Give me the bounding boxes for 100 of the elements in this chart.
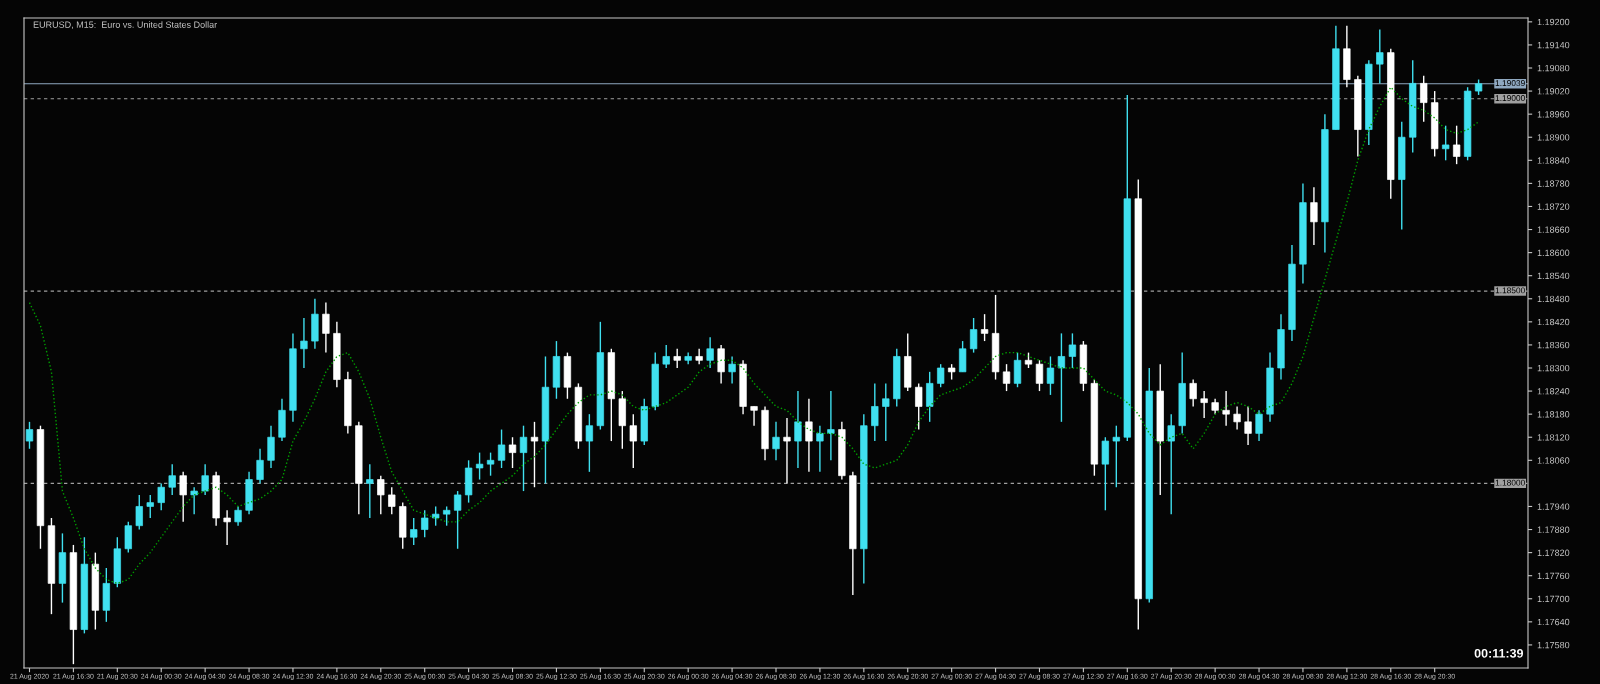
candlestick (662, 344, 670, 369)
ref-line-label: 1.19039 (1495, 80, 1525, 87)
y-tick-label: 1.18480 (1537, 295, 1570, 303)
y-tick-label: 1.18120 (1537, 434, 1570, 441)
candlestick (673, 348, 681, 369)
candlestick (1310, 186, 1318, 246)
y-tick-label: 1.18180 (1537, 411, 1570, 418)
y-tick-label: 1.17820 (1537, 549, 1570, 556)
y-tick-label: 1.18960 (1537, 111, 1570, 118)
candlestick (256, 448, 264, 485)
candlestick (146, 494, 154, 519)
candlestick (937, 363, 945, 388)
y-tick-label: 1.18900 (1537, 134, 1570, 141)
y-tick-label: 1.17940 (1537, 503, 1570, 510)
candlestick (443, 505, 451, 527)
y-tick-label: 1.18420 (1537, 318, 1570, 326)
candlestick (267, 424, 275, 469)
candlestick (300, 317, 308, 369)
candlestick (223, 509, 231, 546)
y-tick-label: 1.19020 (1537, 88, 1570, 95)
candlestick (530, 421, 539, 488)
candlestick (1046, 355, 1055, 396)
y-tick-label: 1.17640 (1537, 618, 1570, 626)
candlestick (432, 505, 440, 527)
y-tick-label: 1.17580 (1537, 641, 1570, 649)
candlestick (388, 486, 396, 515)
ref-line-label: 1.18000 (1495, 479, 1525, 486)
y-tick-label: 1.18600 (1537, 249, 1570, 256)
y-tick-label: 1.18240 (1537, 388, 1570, 395)
y-tick-label: 1.19140 (1537, 41, 1570, 49)
y-tick-label: 1.18300 (1537, 364, 1570, 372)
candlestick (827, 390, 835, 462)
candlestick (25, 421, 34, 450)
annotation: 00:11:39 (1474, 648, 1524, 658)
candlestick (190, 486, 198, 515)
candlestick (1233, 405, 1241, 431)
candlestick (1013, 351, 1022, 388)
candlestick (475, 451, 484, 481)
candlestick (1189, 378, 1197, 408)
candlestick (377, 474, 385, 515)
candlestick (1002, 363, 1011, 392)
candlestick (234, 505, 242, 527)
candlestick (750, 405, 758, 427)
y-tick-label: 1.19080 (1537, 64, 1570, 72)
candlestick (871, 382, 879, 442)
chart-title: EURUSD, M15: Euro vs. United States Dollar (33, 21, 217, 29)
candlestick (695, 348, 703, 365)
candlestick (1057, 332, 1066, 423)
candlestick (201, 463, 209, 496)
candlestick (497, 428, 506, 469)
candlestick (728, 355, 736, 385)
candlestick (717, 344, 725, 385)
ref-line-label: 1.19000 (1495, 95, 1525, 102)
candlestick (453, 490, 462, 550)
candlestick (1200, 390, 1208, 419)
candlestick (1112, 424, 1120, 488)
candlestick (179, 471, 187, 523)
candlestick (794, 390, 802, 469)
y-tick-label: 1.18540 (1537, 272, 1570, 280)
candlestick (783, 417, 791, 485)
candlestick (135, 494, 143, 531)
candlestick (958, 340, 967, 373)
candlestick (969, 317, 978, 354)
candlestick (410, 517, 418, 546)
y-tick-label: 1.17760 (1537, 572, 1570, 580)
y-tick-label: 1.17880 (1537, 526, 1570, 533)
candlestick (882, 382, 890, 442)
candlestick (157, 482, 165, 512)
candlestick (168, 463, 176, 496)
candlestick (1376, 28, 1384, 85)
candlestick (1222, 390, 1230, 427)
candlestick (1035, 359, 1044, 392)
y-tick-label: 1.18780 (1537, 180, 1570, 187)
candlestick (1453, 124, 1461, 165)
candlestick (1442, 124, 1450, 162)
candlestick (1101, 436, 1109, 512)
candlestick (366, 463, 374, 519)
line-series (28, 86, 1480, 585)
candlestick (421, 509, 429, 538)
ref-line-label: 1.18500 (1495, 287, 1525, 294)
y-tick-label: 1.19200 (1537, 18, 1570, 26)
candlestick (585, 413, 594, 473)
candlestick (629, 413, 637, 469)
candlestick (1420, 74, 1428, 123)
candlestick (915, 382, 923, 431)
candlestick (322, 301, 330, 354)
y-tick-label: 1.17700 (1537, 595, 1570, 603)
y-tick-label: 1.18060 (1537, 457, 1570, 464)
candlestick (1068, 332, 1077, 369)
candlestick (805, 398, 813, 473)
y-tick-label: 1.18660 (1537, 226, 1570, 233)
candlestick (816, 424, 824, 473)
candlestick (926, 371, 934, 423)
candlestick (508, 436, 517, 469)
candlestick (1244, 405, 1252, 446)
candlestick (980, 313, 989, 342)
candlestick (519, 424, 528, 492)
candlestick (1167, 413, 1175, 515)
y-tick-label: 1.18720 (1537, 203, 1570, 210)
candlestick (124, 521, 132, 554)
